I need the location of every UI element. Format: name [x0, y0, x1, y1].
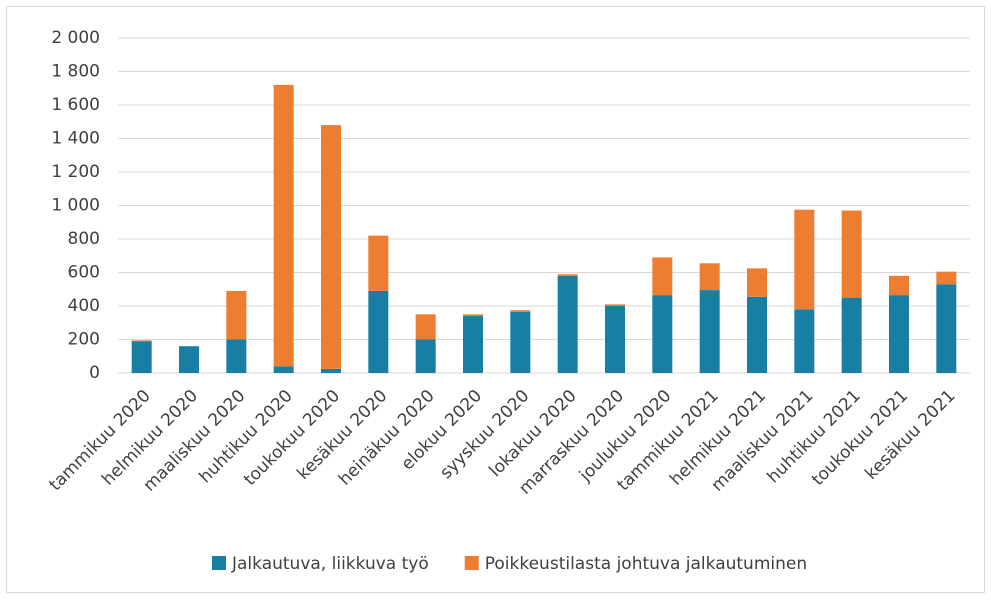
bar-segment	[321, 368, 341, 373]
bar-segment	[652, 295, 673, 373]
bar-segment	[841, 297, 862, 373]
y-tick-label: 200	[68, 330, 100, 350]
bar-segment	[936, 271, 957, 285]
y-tick-label: 1 000	[51, 196, 100, 216]
bar-segment	[794, 309, 815, 373]
bar-segment	[889, 295, 909, 373]
bar-segment	[226, 290, 247, 340]
y-tick-label: 800	[68, 229, 100, 249]
bar-segment	[368, 290, 389, 373]
legend-swatch	[464, 556, 479, 570]
y-tick-label: 1 200	[51, 162, 100, 182]
y-tick-label: 1 800	[51, 62, 100, 82]
bar-segment	[557, 274, 578, 276]
bar-segment	[889, 275, 909, 296]
bar-segment	[463, 316, 483, 373]
bar-segment	[463, 314, 483, 317]
bar-segment	[794, 209, 815, 310]
bar-segment	[273, 84, 294, 367]
bar-segment	[605, 306, 625, 373]
bar-segment	[699, 290, 720, 373]
y-tick-label: 600	[68, 263, 100, 283]
bar-segment	[226, 339, 247, 373]
y-tick-label: 2 000	[51, 28, 100, 48]
y-tick-label: 0	[89, 363, 100, 383]
bar-segment	[747, 296, 767, 373]
chart-border	[6, 6, 985, 593]
y-tick-label: 1 400	[51, 129, 100, 149]
bar-segment	[131, 341, 152, 373]
bar-segment	[841, 210, 862, 298]
y-tick-label: 400	[68, 296, 100, 316]
bar-segment	[510, 310, 531, 312]
bar-segment	[510, 311, 531, 373]
bar-segment	[652, 257, 673, 296]
bar-segment	[747, 268, 767, 297]
bar-segment	[557, 275, 578, 373]
bar-segment	[605, 304, 625, 306]
bar-segment	[273, 366, 294, 373]
y-tick-label: 1 600	[51, 95, 100, 115]
bar-segment	[415, 339, 436, 373]
bar-segment	[699, 263, 720, 291]
bar-segment	[415, 314, 436, 340]
legend-swatch	[212, 556, 226, 570]
bar-segment	[321, 125, 341, 369]
bar-segment	[936, 284, 957, 373]
legend-label: Jalkautuva, liikkuva työ	[231, 554, 429, 574]
bar-segment	[368, 235, 389, 291]
bar-segment	[179, 346, 199, 373]
bar-segment	[131, 340, 152, 342]
legend-label: Poikkeustilasta johtuva jalkautuminen	[485, 554, 807, 574]
